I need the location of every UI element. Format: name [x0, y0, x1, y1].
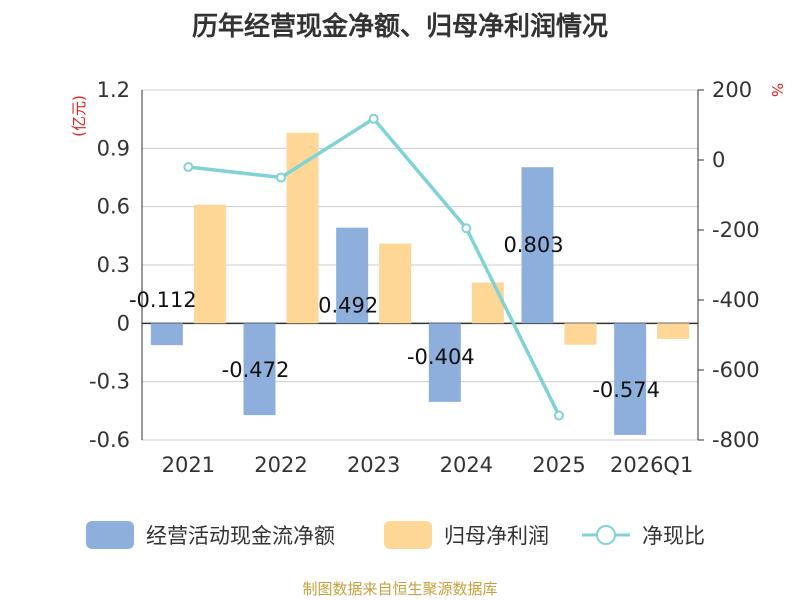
cashflow-data-label: -0.574: [592, 378, 660, 402]
axes: 1.2 0.9 0.6 0.3 0 -0.3 -0.6 200 0 -200 -400 -600 -80…: [70, 78, 786, 477]
legend: 经营活动现金流净额 归母净利润 净现比: [86, 521, 705, 549]
legend-swatch-net-profit: [384, 521, 432, 549]
x-tick-label: 2022: [254, 453, 307, 477]
left-tick-label: 0.3: [97, 253, 130, 277]
x-tick-label: 2025: [532, 453, 585, 477]
left-tick-label: 0.6: [97, 195, 130, 219]
ratio-point: [368, 113, 379, 124]
left-tick-label: -0.3: [89, 370, 130, 394]
cashflow-data-label: -0.112: [129, 288, 197, 312]
grid-lines: [142, 89, 698, 441]
ratio-point: [276, 172, 286, 183]
x-tick-label: 2024: [440, 453, 493, 477]
cashflow-data-label: 0.803: [503, 233, 563, 257]
net-profit-bar: [564, 323, 597, 345]
left-tick-label: 0: [117, 311, 130, 335]
left-tick-label: -0.6: [89, 428, 130, 452]
cashflow-bar: [150, 323, 183, 346]
net-profit-bar: [379, 243, 412, 324]
legend-label-net-profit: 归母净利润: [444, 524, 549, 548]
cashflow-bar: [521, 167, 554, 324]
cashflow-data-label: 0.492: [318, 294, 378, 318]
left-tick-label: 1.2: [97, 78, 130, 102]
left-tick-label: 0.9: [97, 136, 130, 160]
right-tick-label: 200: [712, 78, 752, 102]
legend-swatch-cashflow: [86, 521, 134, 549]
ratio-point: [461, 223, 472, 234]
right-tick-label: -200: [712, 218, 760, 242]
data-labels: -0.112 -0.472 0.492 -0.404 0.803 -0.574: [129, 233, 660, 402]
ratio-point: [554, 410, 564, 421]
net-profit-bar: [657, 323, 690, 339]
right-tick-label: -400: [712, 288, 760, 312]
footer-source: 制图数据来自恒生聚源数据库: [302, 580, 498, 598]
right-tick-label: -600: [712, 358, 760, 382]
ratio-line: [183, 113, 564, 421]
x-tick-label: 2021: [162, 453, 215, 477]
chart-title: 历年经营现金净额、归母净利润情况: [191, 12, 608, 42]
ratio-point: [183, 162, 194, 172]
x-tick-label: 2026Q1: [610, 453, 693, 477]
cashflow-data-label: -0.472: [222, 358, 290, 382]
net-profit-bar: [193, 204, 226, 324]
right-tick-label: 0: [712, 148, 725, 172]
x-tick-label: 2023: [347, 453, 400, 477]
legend-label-ratio: 净现比: [642, 524, 705, 548]
cashflow-bar: [243, 323, 276, 416]
right-tick-label: -800: [712, 428, 760, 452]
legend-swatch-ratio-marker: [596, 525, 616, 545]
left-axis-unit: (亿元): [70, 95, 88, 137]
cashflow-bar: [336, 227, 369, 324]
right-axis-unit: %: [768, 83, 786, 97]
net-profit-bar: [286, 132, 319, 324]
cashflow-bar: [614, 323, 647, 435]
cashflow-data-label: -0.404: [407, 345, 475, 369]
cashflow-bar: [428, 323, 461, 402]
net-profit-bar: [471, 282, 504, 324]
legend-label-cashflow: 经营活动现金流净额: [146, 524, 335, 548]
